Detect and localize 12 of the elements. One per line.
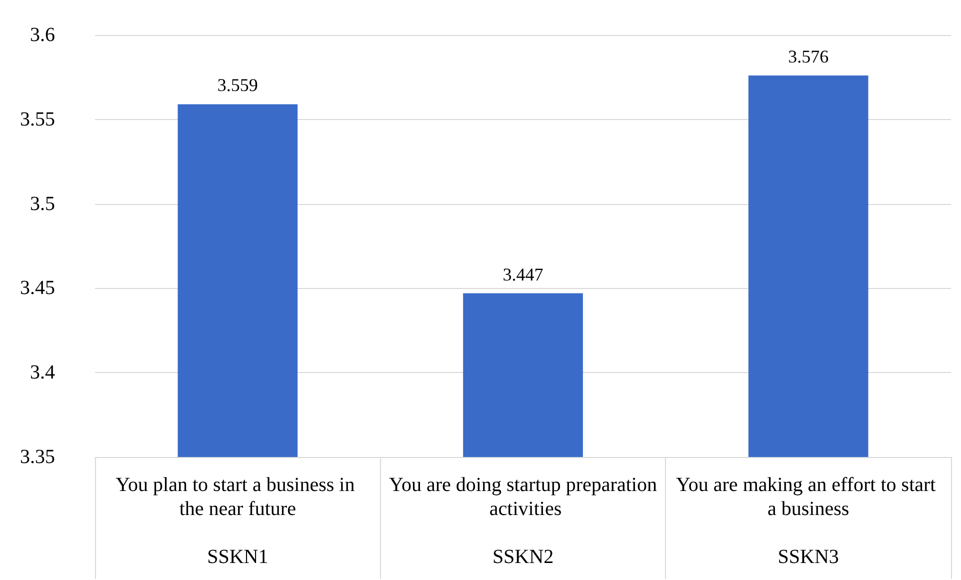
- data-label: 3.447: [502, 264, 544, 284]
- y-tick-label: 3.5: [30, 192, 55, 215]
- y-tick-label: 3.4: [30, 362, 55, 384]
- data-label: 3.576: [788, 46, 829, 67]
- data-label: 3.559: [217, 75, 258, 96]
- y-tick-label: 3.55: [20, 108, 55, 130]
- category-label: You are doing startup preparation activities SSKN2: [389, 474, 657, 568]
- y-tick-label: 3.6: [30, 24, 55, 46]
- y-tick-label: 3.45: [20, 277, 55, 300]
- y-tick-label: 3.35: [20, 446, 55, 468]
- category-label: You plan to start a business in the near future SSKN1: [116, 474, 355, 568]
- category-label: You are making an effort to start a business SSKN3: [676, 474, 936, 568]
